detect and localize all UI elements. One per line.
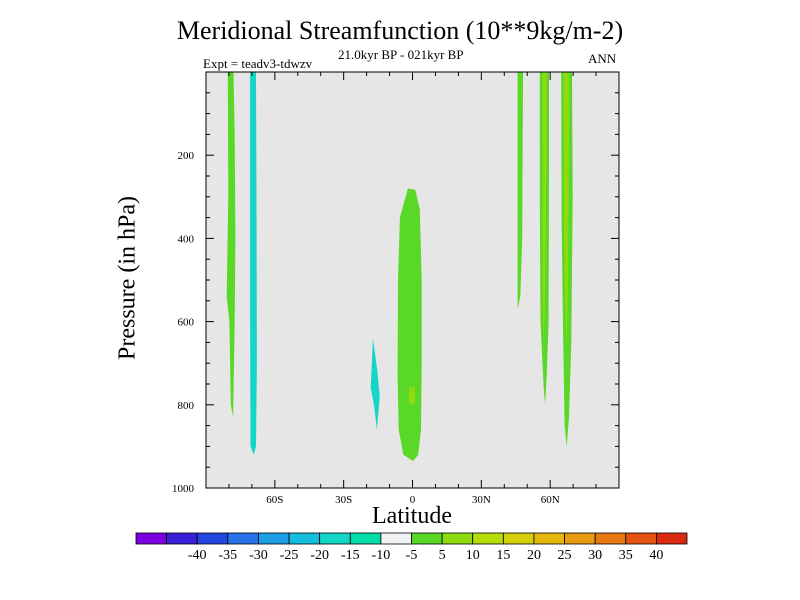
x-tick-label: 60N xyxy=(541,494,560,506)
colorbar-swatch xyxy=(258,532,290,545)
colorbar-swatch xyxy=(411,532,443,545)
colorbar-label: -40 xyxy=(188,548,207,563)
colorbar-swatch xyxy=(166,532,198,545)
region-equatorial-inner-maximum xyxy=(408,386,416,405)
colorbar-label: 25 xyxy=(558,548,572,563)
colorbar-label: -15 xyxy=(341,548,360,563)
chart-title: Meridional Streamfunction (10**9kg/m-2) xyxy=(176,16,624,45)
region-equatorial-positive-cell xyxy=(397,188,422,461)
colorbar-swatch xyxy=(227,532,259,545)
season-label: ANN xyxy=(588,51,617,66)
y-tick-label: 400 xyxy=(178,233,195,245)
y-tick-label: 800 xyxy=(178,400,195,412)
experiment-label: Expt = teadv3-tdwzv xyxy=(203,56,313,71)
chart-subtitle: 21.0kyr BP - 021kyr BP xyxy=(338,47,464,62)
colorbar-label: 40 xyxy=(649,548,663,563)
region-northern-band-inner-3 xyxy=(563,72,569,343)
colorbar-label: 10 xyxy=(466,548,480,563)
colorbar-label: -10 xyxy=(372,548,391,563)
colorbar-label: 30 xyxy=(588,548,602,563)
colorbar-swatch xyxy=(502,532,535,545)
y-tick-label: 200 xyxy=(178,150,195,162)
x-tick-label: 0 xyxy=(410,494,416,506)
colorbar-swatch xyxy=(319,532,351,545)
colorbar-label: 15 xyxy=(496,548,510,563)
colorbar-label: -20 xyxy=(310,548,329,563)
region-southern-band-negative xyxy=(250,72,257,455)
y-tick-label: 1000 xyxy=(172,483,195,495)
colorbar-label: 35 xyxy=(619,548,633,563)
colorbar-label: 5 xyxy=(439,548,446,563)
colorbar-swatch xyxy=(196,532,229,545)
region-northern-band-positive-1 xyxy=(517,72,524,310)
colorbar: -40 -35 -30 -25 -20 -15 -10 -5 5 10 15 20 25 30 35 40 xyxy=(135,532,688,563)
colorbar-swatch xyxy=(533,532,565,545)
axis-ticks: 60S 30S 0 30N 60N 200 400 600 800 1000 xyxy=(172,72,619,506)
colorbar-swatch xyxy=(135,532,168,545)
colorbar-label: -5 xyxy=(406,548,418,563)
x-tick-label: 30N xyxy=(472,494,491,506)
colorbar-swatch xyxy=(349,532,382,545)
colorbar-swatch xyxy=(288,532,321,545)
colorbar-swatch xyxy=(625,532,657,545)
x-axis-label: Latitude xyxy=(372,503,452,529)
x-tick-label: 30S xyxy=(335,494,352,506)
region-southern-band-positive xyxy=(226,72,236,418)
colorbar-label: -25 xyxy=(280,548,299,563)
x-tick-label: 60S xyxy=(266,494,283,506)
colorbar-swatch xyxy=(564,532,596,545)
colorbar-label: -35 xyxy=(218,548,237,563)
y-tick-label: 600 xyxy=(178,317,195,329)
colorbar-swatch xyxy=(594,532,627,545)
colorbar-label: -30 xyxy=(249,548,268,563)
region-northern-band-inner-2 xyxy=(542,72,547,343)
colorbar-swatch xyxy=(441,532,474,545)
region-tropical-negative-cell xyxy=(370,338,380,430)
colorbar-swatch xyxy=(655,532,688,545)
contour-regions xyxy=(226,72,573,461)
colorbar-swatch xyxy=(472,532,504,545)
colorbar-label: 20 xyxy=(527,548,541,563)
colorbar-swatch xyxy=(380,532,412,545)
